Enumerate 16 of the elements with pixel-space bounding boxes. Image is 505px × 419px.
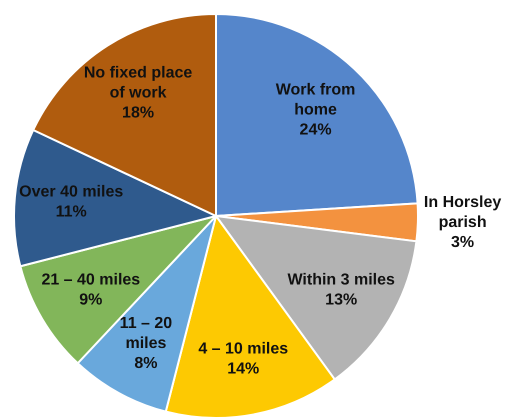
slice-label: No fixed place of work [84, 64, 192, 102]
data-label: 11% [56, 204, 87, 221]
data-label: 18% [122, 104, 154, 122]
slice-label: 11 – 20 miles [120, 314, 172, 352]
data-label: 13% [325, 291, 358, 308]
slice-label: 4 – 10 miles [198, 340, 288, 358]
slice-label: In Horsley parish [424, 194, 502, 231]
data-label: 14% [227, 360, 260, 378]
data-label: 24% [300, 121, 332, 138]
data-label: 9% [79, 291, 102, 308]
slice-label: Over 40 miles [19, 184, 124, 201]
data-label: 3% [451, 234, 474, 251]
slice-label: Work from home [276, 81, 356, 118]
data-label: 8% [134, 354, 158, 372]
slice-label: Within 3 miles [287, 271, 395, 288]
slice-label: 21 – 40 miles [41, 271, 140, 288]
